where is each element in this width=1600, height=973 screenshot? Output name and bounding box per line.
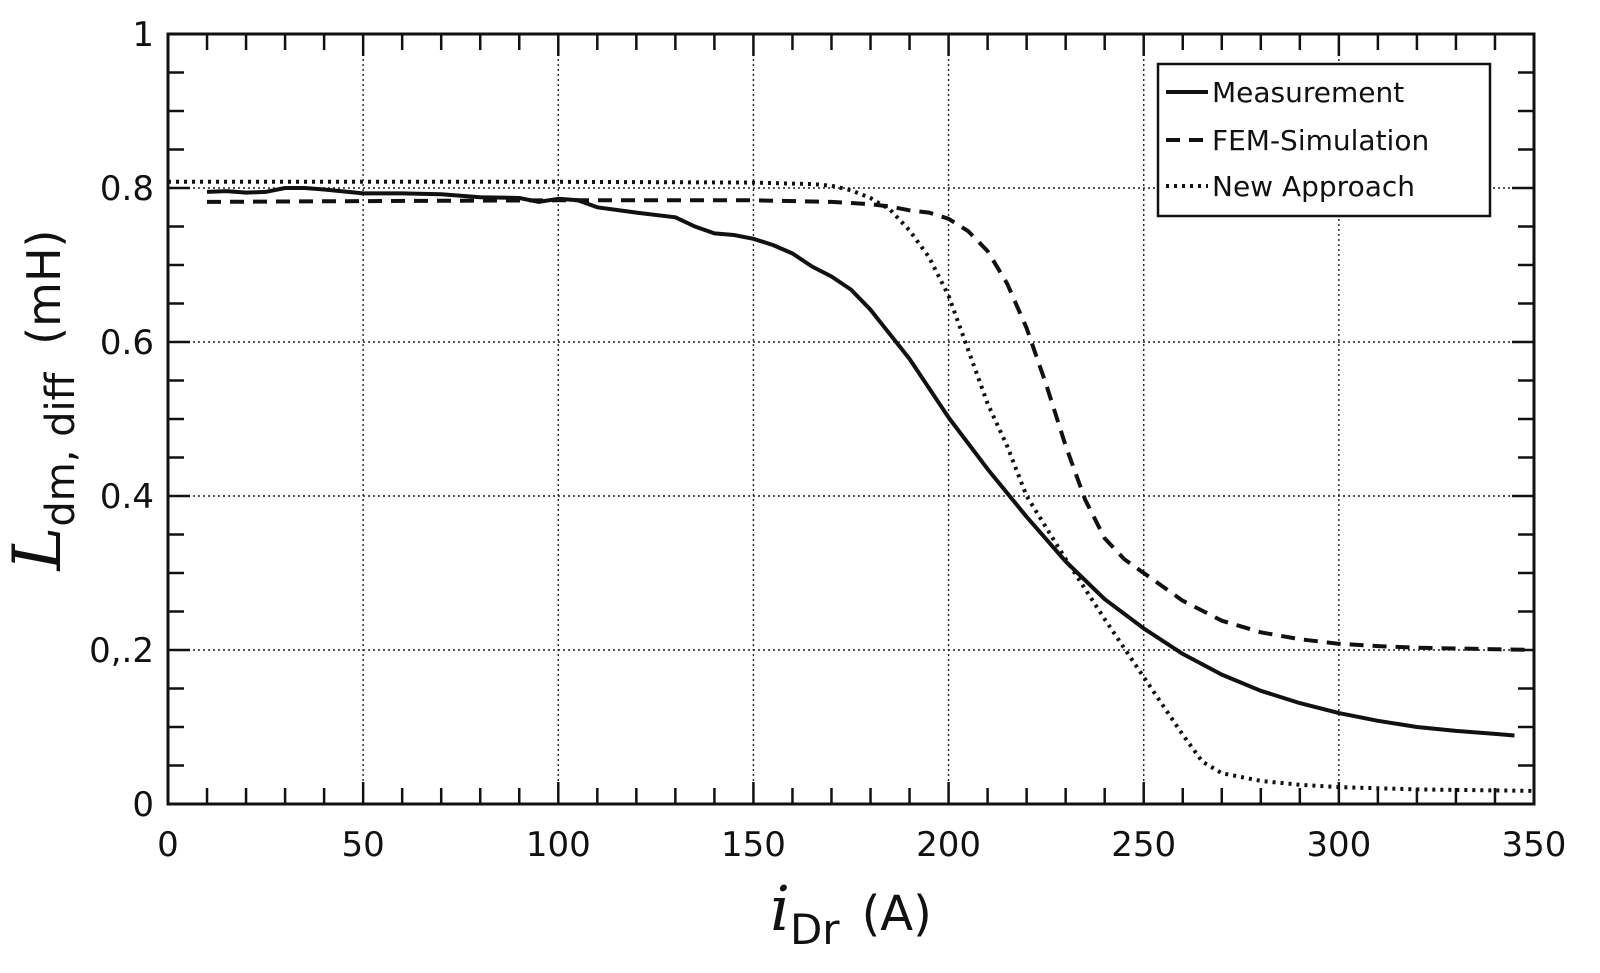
x-tick-label: 50 — [342, 825, 385, 865]
y-tick-label: 0.8 — [100, 169, 154, 209]
y-axis-symbol: L — [0, 527, 76, 572]
y-tick-labels: 0 0,.2 0.4 0.6 0.8 1 — [89, 15, 154, 825]
x-tick-label: 350 — [1502, 825, 1567, 865]
series-line-fem-simulation — [206, 198, 1535, 652]
series-lines — [168, 179, 1535, 793]
y-tick-label: 0 — [132, 785, 154, 825]
y-axis-subscript: dm, diff — [38, 371, 84, 526]
y-tick-label: 0.6 — [100, 323, 154, 363]
plot-frame — [166, 32, 1536, 806]
x-axis-unit: (A) — [862, 886, 932, 942]
y-axis-title: Ldm, diff (mH) — [0, 230, 84, 572]
x-tick-label: 300 — [1306, 825, 1371, 865]
x-axis-title: iDr (A) — [770, 872, 932, 954]
legend-label-measurement: Measurement — [1212, 76, 1404, 109]
x-tick-label: 0 — [157, 825, 179, 865]
x-axis-symbol: i — [770, 872, 790, 945]
series-line-measurement — [206, 186, 1515, 738]
x-tick-label: 250 — [1111, 825, 1176, 865]
x-axis-subscript: Dr — [790, 905, 840, 954]
legend: Measurement FEM-Simulation New Approach — [1156, 62, 1492, 218]
series-line-new-approach — [168, 179, 1535, 793]
y-axis-unit: (mH) — [17, 230, 71, 345]
y-tick-label: 0.4 — [100, 477, 154, 517]
x-tick-label: 200 — [916, 825, 981, 865]
legend-label-fem-simulation: FEM-Simulation — [1212, 124, 1429, 157]
x-tick-labels: 0 50 100 150 200 250 300 350 — [157, 825, 1566, 865]
y-tick-label: 1 — [132, 15, 154, 55]
x-tick-label: 150 — [721, 825, 786, 865]
x-tick-label: 100 — [526, 825, 591, 865]
legend-label-new-approach: New Approach — [1212, 170, 1415, 203]
legend-box — [1156, 62, 1492, 218]
y-tick-label: 0,.2 — [89, 631, 154, 671]
